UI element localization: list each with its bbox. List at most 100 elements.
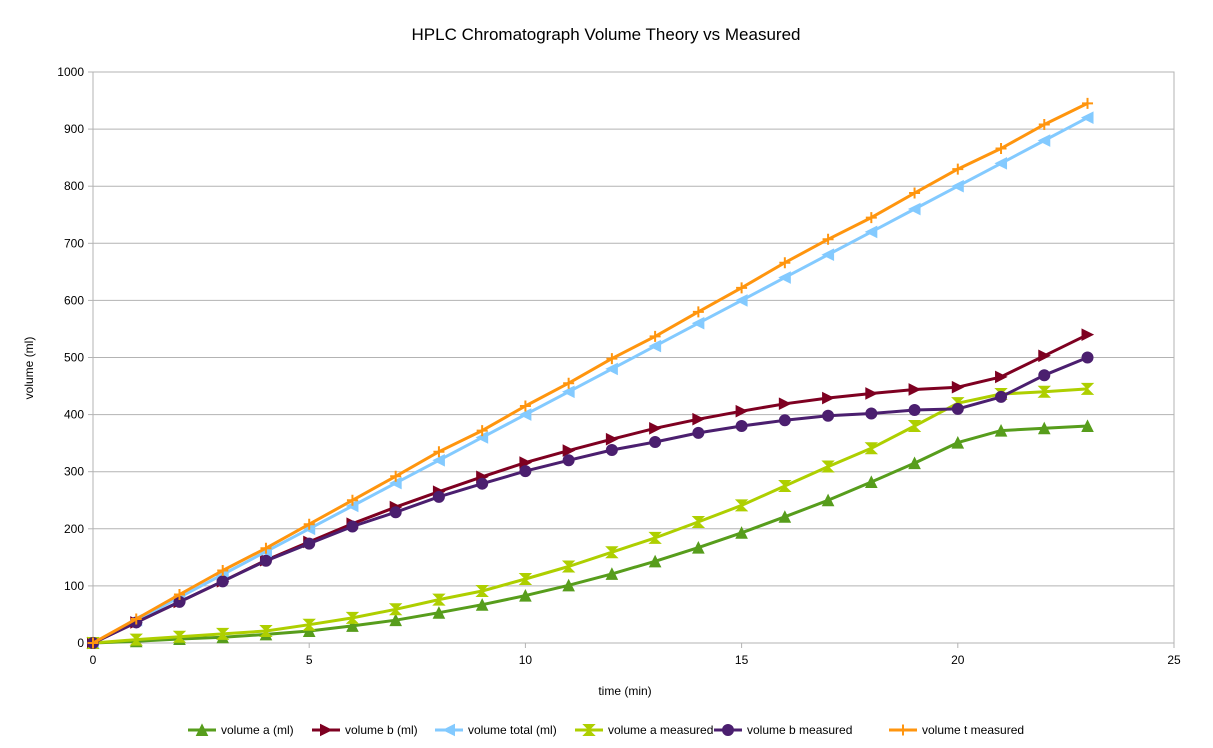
- data-point: [475, 585, 489, 598]
- data-point: [649, 421, 662, 435]
- data-point: [562, 385, 575, 399]
- data-point: [303, 518, 315, 530]
- y-tick-label: 1000: [57, 65, 84, 79]
- data-point: [1038, 119, 1050, 131]
- y-tick-label: 400: [64, 408, 84, 422]
- data-point: [994, 423, 1008, 437]
- data-point: [129, 633, 143, 646]
- x-axis-label: time (min): [598, 684, 651, 698]
- y-tick-label: 500: [64, 351, 84, 365]
- data-point: [1080, 382, 1095, 395]
- data-point: [951, 179, 964, 193]
- data-point: [562, 444, 576, 457]
- data-point: [605, 444, 618, 457]
- legend-item: volume a (ml): [188, 723, 294, 737]
- series-2: [86, 111, 1094, 650]
- data-point: [303, 537, 316, 550]
- data-point: [605, 546, 619, 559]
- data-point: [345, 611, 360, 624]
- data-point: [735, 420, 748, 433]
- data-point: [476, 477, 489, 490]
- legend-marker: [582, 724, 596, 736]
- data-point: [1038, 369, 1051, 382]
- y-tick-labels: 0 100 200 300 400 500 600 700 800 900 1000: [57, 65, 84, 650]
- series-line: [92, 102, 1089, 645]
- data-point: [389, 613, 402, 627]
- data-point: [1081, 419, 1094, 433]
- data-point: [822, 233, 834, 245]
- data-point: [821, 460, 835, 473]
- data-point: [865, 212, 877, 224]
- data-point: [173, 588, 185, 600]
- legend-item: volume b measured: [714, 723, 852, 737]
- data-point: [259, 625, 273, 638]
- legend-label: volume b measured: [747, 723, 852, 737]
- data-point: [518, 408, 532, 421]
- data-point: [822, 391, 835, 405]
- y-tick-label: 100: [64, 579, 84, 593]
- data-point: [217, 564, 229, 576]
- data-point: [476, 425, 488, 437]
- data-point: [302, 618, 316, 631]
- data-point: [259, 554, 272, 567]
- data-point: [865, 475, 878, 488]
- data-point: [561, 560, 576, 573]
- series-line: [92, 116, 1089, 645]
- data-point: [995, 390, 1008, 403]
- data-point: [648, 554, 662, 568]
- data-point: [1038, 349, 1051, 363]
- data-point: [606, 353, 618, 365]
- legend-label: volume t measured: [922, 723, 1024, 737]
- data-point: [346, 494, 358, 506]
- data-point: [1037, 421, 1051, 435]
- legend-marker: [722, 724, 734, 736]
- data-point: [691, 316, 705, 330]
- data-point: [390, 470, 402, 482]
- series-4: [87, 351, 1094, 649]
- data-point: [822, 409, 835, 422]
- legend-item: volume total (ml): [435, 723, 557, 737]
- data-point: [734, 294, 748, 307]
- data-point: [649, 436, 662, 449]
- data-point: [432, 453, 445, 467]
- data-point: [346, 520, 359, 533]
- data-point: [995, 143, 1007, 155]
- legend-marker: [195, 723, 209, 736]
- data-point: [951, 402, 964, 415]
- data-point: [692, 306, 704, 318]
- data-point: [130, 613, 142, 625]
- x-tick-label: 5: [306, 653, 313, 667]
- series-line: [92, 356, 1089, 645]
- data-point: [1081, 351, 1094, 364]
- legend-item: volume t measured: [889, 723, 1024, 737]
- series-0: [86, 419, 1094, 649]
- data-point: [1037, 134, 1051, 147]
- data-point: [216, 627, 230, 640]
- data-point: [951, 380, 965, 394]
- data-point: [865, 387, 878, 400]
- data-point: [778, 479, 792, 492]
- data-point: [302, 624, 316, 638]
- legend-item: volume b (ml): [312, 723, 418, 737]
- data-point: [735, 526, 748, 539]
- data-point: [821, 248, 835, 262]
- data-point: [216, 575, 229, 588]
- legend-marker: [442, 723, 455, 737]
- data-point: [518, 573, 533, 586]
- y-tick-label: 700: [64, 236, 84, 250]
- data-point: [260, 542, 272, 554]
- data-point: [736, 282, 748, 294]
- data-point: [692, 541, 705, 554]
- data-point: [734, 499, 749, 512]
- data-point: [648, 339, 662, 353]
- data-point: [433, 446, 445, 458]
- legend-item: volume a measured: [575, 723, 713, 737]
- data-point: [779, 257, 791, 269]
- series-5: [87, 97, 1094, 649]
- data-point: [1080, 111, 1094, 124]
- data-point: [519, 588, 532, 602]
- data-point: [562, 578, 575, 592]
- data-point: [605, 567, 619, 580]
- data-point: [432, 593, 446, 606]
